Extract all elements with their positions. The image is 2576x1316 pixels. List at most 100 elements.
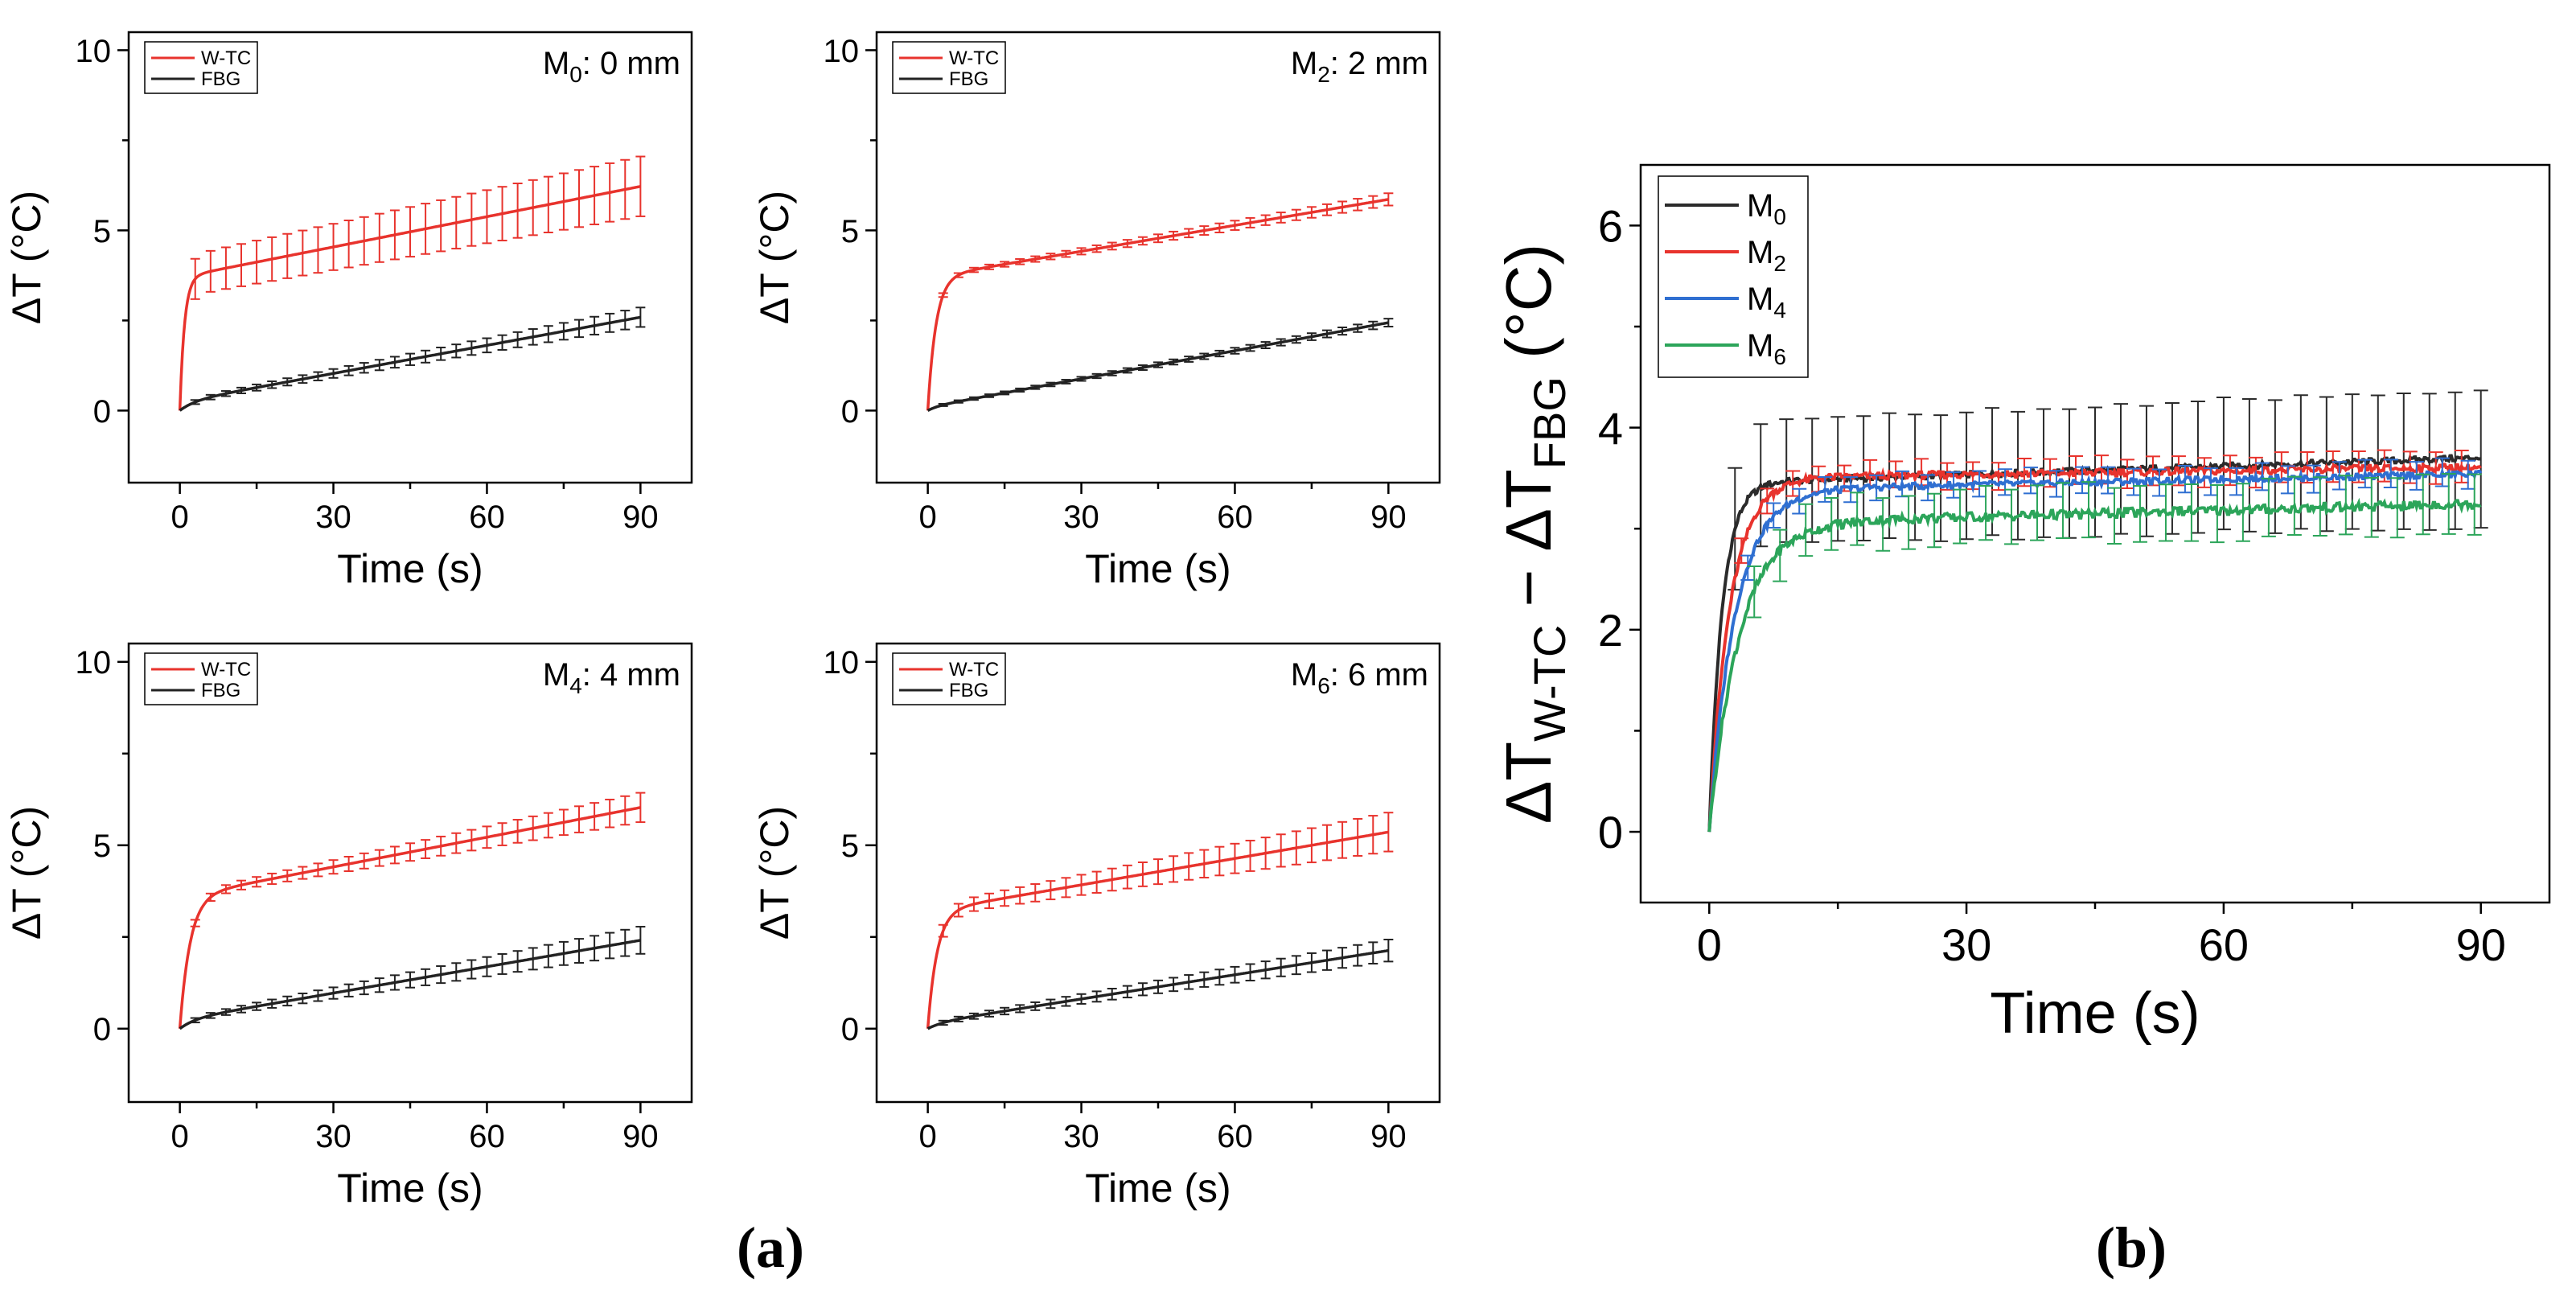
error-bar: [2126, 467, 2141, 496]
error-bar: [2447, 391, 2463, 530]
error-bar: [343, 983, 354, 997]
error-bar: [343, 220, 354, 269]
error-bar: [2056, 482, 2071, 539]
error-bar: [328, 223, 339, 271]
panel-annotation: M0: 0 mm: [543, 46, 680, 87]
error-bar: [282, 377, 293, 387]
error-bar: [590, 166, 600, 225]
error-bar: [436, 346, 446, 361]
error-bar: [2370, 394, 2385, 532]
legend-label: W-TC: [949, 47, 999, 69]
error-bar: [1260, 214, 1271, 226]
x-tick-label: 0: [919, 1119, 937, 1154]
error-bar: [2441, 473, 2456, 535]
error-bar: [1337, 947, 1348, 969]
error-bar: [1153, 361, 1163, 368]
error-bar: [1122, 985, 1132, 999]
error-bar: [620, 795, 631, 826]
error-bar: [389, 209, 400, 261]
error-bar: [220, 1008, 231, 1016]
error-bar: [1184, 974, 1194, 990]
error-bar: [466, 340, 477, 356]
error-bar: [1337, 820, 1348, 859]
error-bar: [1091, 372, 1102, 380]
error-bar: [1245, 839, 1255, 872]
error-bar: [374, 212, 384, 263]
y-tick-label: 10: [76, 34, 112, 69]
error-bar: [558, 322, 569, 341]
error-bar: [1322, 203, 1332, 216]
error-bar: [1122, 239, 1132, 249]
error-bar: [1230, 220, 1240, 231]
error-bar: [558, 172, 569, 231]
error-bar: [497, 952, 507, 975]
panel-annotation: M6: 6 mm: [1291, 657, 1428, 698]
error-bar: [1773, 528, 1788, 582]
error-bar: [1107, 867, 1117, 892]
y-tick-label: 0: [841, 394, 859, 430]
plot-frame: [875, 31, 1441, 484]
error-bar: [359, 980, 369, 996]
error-bar: [2409, 461, 2424, 491]
error-bar: [574, 319, 584, 339]
error-bar: [1322, 329, 1332, 339]
y-tick-label: 5: [93, 829, 111, 864]
y-axis-label: ΔT (°C): [752, 191, 797, 324]
error-bar: [405, 842, 415, 862]
series-line-w-tc: [926, 198, 1389, 411]
error-bar: [497, 186, 507, 242]
error-bar: [1122, 367, 1132, 374]
error-bar: [938, 402, 948, 407]
error-bar: [1368, 320, 1378, 331]
error-bar: [1153, 979, 1163, 994]
error-bar: [938, 1019, 948, 1026]
error-bar: [1985, 407, 2000, 537]
error-bar: [2306, 464, 2321, 494]
error-bar: [2203, 467, 2218, 496]
error-bar: [1728, 467, 1743, 591]
series-line-w-tc: [178, 806, 641, 1029]
error-bar: [1368, 815, 1378, 855]
error-bar: [1107, 370, 1117, 376]
error-bar: [2286, 475, 2302, 536]
error-bar: [190, 1017, 200, 1024]
error-bar: [2081, 481, 2097, 539]
error-bar: [2132, 484, 2147, 543]
error-bar: [2434, 457, 2450, 487]
error-bar: [451, 343, 462, 359]
error-bar: [205, 249, 216, 293]
error-bar: [953, 272, 963, 278]
error-bar: [1153, 233, 1163, 244]
error-bar: [1353, 817, 1363, 857]
error-bar: [1734, 537, 1749, 564]
error-bar: [953, 1015, 963, 1022]
error-bar: [1061, 379, 1071, 385]
error-bar: [590, 315, 600, 335]
error-bar: [374, 359, 384, 372]
series-fbg: [179, 306, 646, 412]
error-bar: [1091, 244, 1102, 253]
error-bar: [1169, 358, 1179, 366]
error-bar: [190, 399, 200, 405]
legend-label: FBG: [949, 68, 988, 90]
error-bar: [1137, 861, 1148, 887]
error-bar: [605, 162, 615, 223]
error-bar: [1061, 877, 1071, 899]
error-bar: [1199, 225, 1210, 236]
x-tick-label: 60: [1217, 500, 1253, 535]
error-bar: [1245, 216, 1255, 228]
plot-area: [926, 192, 1394, 412]
plot-area: [926, 812, 1394, 1030]
panel-annotation: M4: 4 mm: [543, 657, 680, 698]
error-bar: [2254, 462, 2270, 491]
error-bar: [343, 856, 354, 873]
error-bar: [359, 362, 369, 374]
error-bar: [1076, 247, 1087, 256]
error-bar: [1337, 327, 1348, 336]
error-bar: [984, 393, 994, 398]
error-bar: [984, 263, 994, 270]
error-bar: [938, 923, 948, 938]
